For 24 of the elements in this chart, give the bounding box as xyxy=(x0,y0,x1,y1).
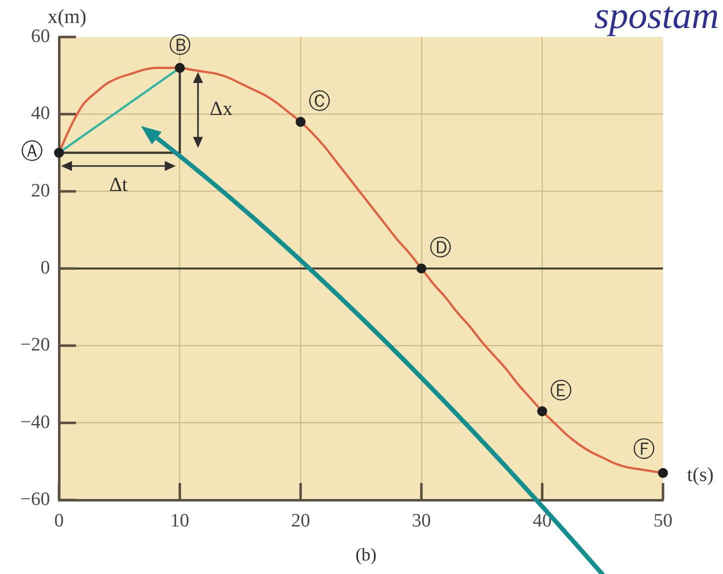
x-tick-label: 30 xyxy=(412,510,431,532)
x-tick-label: 50 xyxy=(654,510,672,532)
y-tick-label: 60 xyxy=(31,26,50,47)
text: (b) xyxy=(356,544,376,565)
y-tick-label: −20 xyxy=(20,334,50,356)
annotation: Ⓑ xyxy=(168,34,191,59)
annotation: Ⓔ xyxy=(550,378,572,404)
x-tick-label: 20 xyxy=(291,510,310,532)
x-tick-label: 0 xyxy=(54,510,64,532)
x-axis-title: t(s) xyxy=(687,464,714,486)
annotation: Δx xyxy=(210,98,233,120)
annotation: Ⓐ xyxy=(21,139,43,164)
chart-title: spostam xyxy=(594,0,719,37)
y-tick-label: 0 xyxy=(40,257,50,278)
annotation: Ⓓ xyxy=(429,236,452,262)
y-tick-label: 40 xyxy=(31,103,50,124)
annotation: Δt xyxy=(109,174,128,196)
y-tick-label: −40 xyxy=(20,412,50,433)
x-tick-label: 10 xyxy=(170,510,190,532)
annotation: Ⓒ xyxy=(308,90,331,115)
annotation: Ⓕ xyxy=(633,438,655,463)
y-tick-label: 20 xyxy=(31,180,50,202)
y-axis-title: x(m) xyxy=(48,6,86,28)
y-tick-label: −60 xyxy=(20,488,50,510)
